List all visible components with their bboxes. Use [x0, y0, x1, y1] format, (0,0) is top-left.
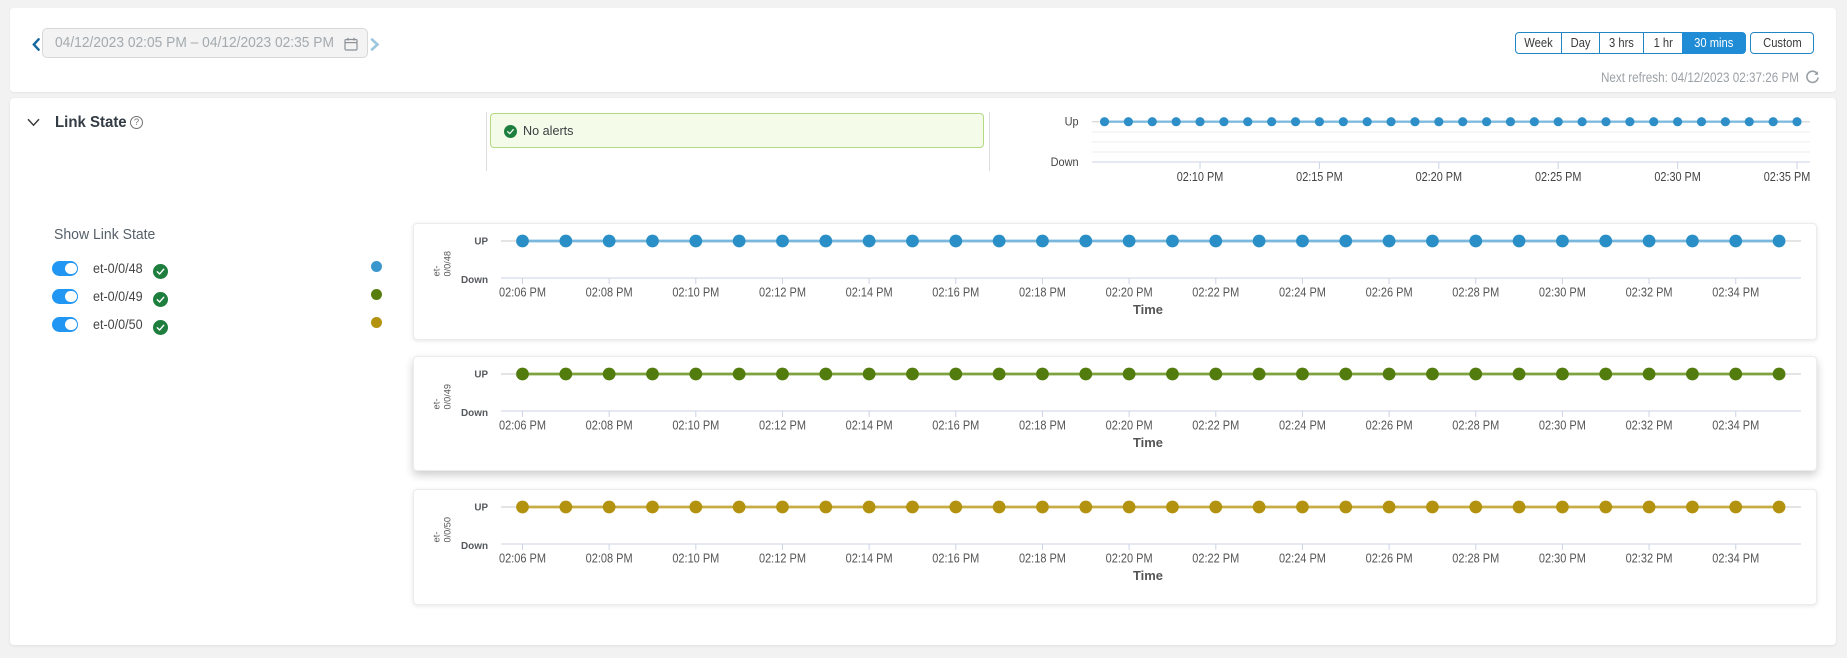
svg-text:02:06 PM: 02:06 PM	[499, 419, 546, 433]
svg-text:UP: UP	[474, 236, 488, 248]
svg-text:02:18 PM: 02:18 PM	[1019, 552, 1066, 566]
svg-text:02:18 PM: 02:18 PM	[1019, 286, 1066, 300]
svg-text:Down: Down	[461, 540, 488, 552]
svg-text:Time: Time	[1133, 435, 1163, 450]
svg-text:02:22 PM: 02:22 PM	[1192, 419, 1239, 433]
svg-text:02:34 PM: 02:34 PM	[1712, 286, 1759, 300]
svg-text:02:06 PM: 02:06 PM	[499, 286, 546, 300]
svg-text:02:20 PM: 02:20 PM	[1416, 170, 1463, 184]
svg-text:Down: Down	[1051, 155, 1079, 169]
svg-text:0/0/50: 0/0/50	[443, 517, 453, 543]
svg-text:02:24 PM: 02:24 PM	[1279, 286, 1326, 300]
svg-text:et-: et-	[432, 399, 442, 410]
svg-text:02:26 PM: 02:26 PM	[1366, 419, 1413, 433]
svg-text:02:25 PM: 02:25 PM	[1535, 170, 1582, 184]
svg-text:02:35 PM: 02:35 PM	[1764, 170, 1811, 184]
svg-text:02:14 PM: 02:14 PM	[846, 552, 893, 566]
svg-text:02:32 PM: 02:32 PM	[1626, 286, 1673, 300]
svg-text:02:30 PM: 02:30 PM	[1654, 170, 1701, 184]
svg-text:02:14 PM: 02:14 PM	[846, 419, 893, 433]
svg-text:et-: et-	[432, 266, 442, 277]
svg-text:Time: Time	[1133, 568, 1163, 583]
svg-text:02:12 PM: 02:12 PM	[759, 286, 806, 300]
svg-text:02:08 PM: 02:08 PM	[586, 286, 633, 300]
svg-text:0/0/48: 0/0/48	[443, 251, 453, 277]
svg-text:02:10 PM: 02:10 PM	[672, 552, 719, 566]
svg-text:02:30 PM: 02:30 PM	[1539, 286, 1586, 300]
svg-text:02:20 PM: 02:20 PM	[1106, 286, 1153, 300]
svg-text:02:34 PM: 02:34 PM	[1712, 419, 1759, 433]
svg-text:02:30 PM: 02:30 PM	[1539, 552, 1586, 566]
svg-text:02:18 PM: 02:18 PM	[1019, 419, 1066, 433]
svg-text:UP: UP	[474, 502, 488, 514]
svg-text:02:06 PM: 02:06 PM	[499, 552, 546, 566]
svg-text:02:10 PM: 02:10 PM	[1177, 170, 1224, 184]
svg-text:02:16 PM: 02:16 PM	[932, 419, 979, 433]
svg-text:02:16 PM: 02:16 PM	[932, 552, 979, 566]
svg-text:02:16 PM: 02:16 PM	[932, 286, 979, 300]
svg-text:02:15 PM: 02:15 PM	[1296, 170, 1343, 184]
svg-text:02:10 PM: 02:10 PM	[672, 286, 719, 300]
svg-text:02:24 PM: 02:24 PM	[1279, 419, 1326, 433]
svg-text:Down: Down	[461, 274, 488, 286]
svg-text:Down: Down	[461, 407, 488, 419]
svg-text:02:30 PM: 02:30 PM	[1539, 419, 1586, 433]
svg-text:02:08 PM: 02:08 PM	[586, 552, 633, 566]
svg-text:02:28 PM: 02:28 PM	[1452, 419, 1499, 433]
svg-text:Up: Up	[1065, 115, 1079, 129]
svg-text:02:24 PM: 02:24 PM	[1279, 552, 1326, 566]
svg-text:UP: UP	[474, 369, 488, 381]
svg-text:02:20 PM: 02:20 PM	[1106, 419, 1153, 433]
svg-text:02:12 PM: 02:12 PM	[759, 552, 806, 566]
svg-text:02:10 PM: 02:10 PM	[672, 419, 719, 433]
svg-text:0/0/49: 0/0/49	[443, 384, 453, 410]
svg-text:02:14 PM: 02:14 PM	[846, 286, 893, 300]
svg-text:02:12 PM: 02:12 PM	[759, 419, 806, 433]
svg-text:02:20 PM: 02:20 PM	[1106, 552, 1153, 566]
svg-text:02:32 PM: 02:32 PM	[1626, 419, 1673, 433]
svg-text:02:22 PM: 02:22 PM	[1192, 286, 1239, 300]
svg-text:02:26 PM: 02:26 PM	[1366, 552, 1413, 566]
svg-text:02:26 PM: 02:26 PM	[1366, 286, 1413, 300]
svg-text:02:32 PM: 02:32 PM	[1626, 552, 1673, 566]
svg-text:02:28 PM: 02:28 PM	[1452, 286, 1499, 300]
svg-text:02:08 PM: 02:08 PM	[586, 419, 633, 433]
svg-text:02:34 PM: 02:34 PM	[1712, 552, 1759, 566]
svg-text:02:28 PM: 02:28 PM	[1452, 552, 1499, 566]
svg-text:et-: et-	[432, 532, 442, 543]
svg-text:02:22 PM: 02:22 PM	[1192, 552, 1239, 566]
svg-text:Time: Time	[1133, 302, 1163, 317]
